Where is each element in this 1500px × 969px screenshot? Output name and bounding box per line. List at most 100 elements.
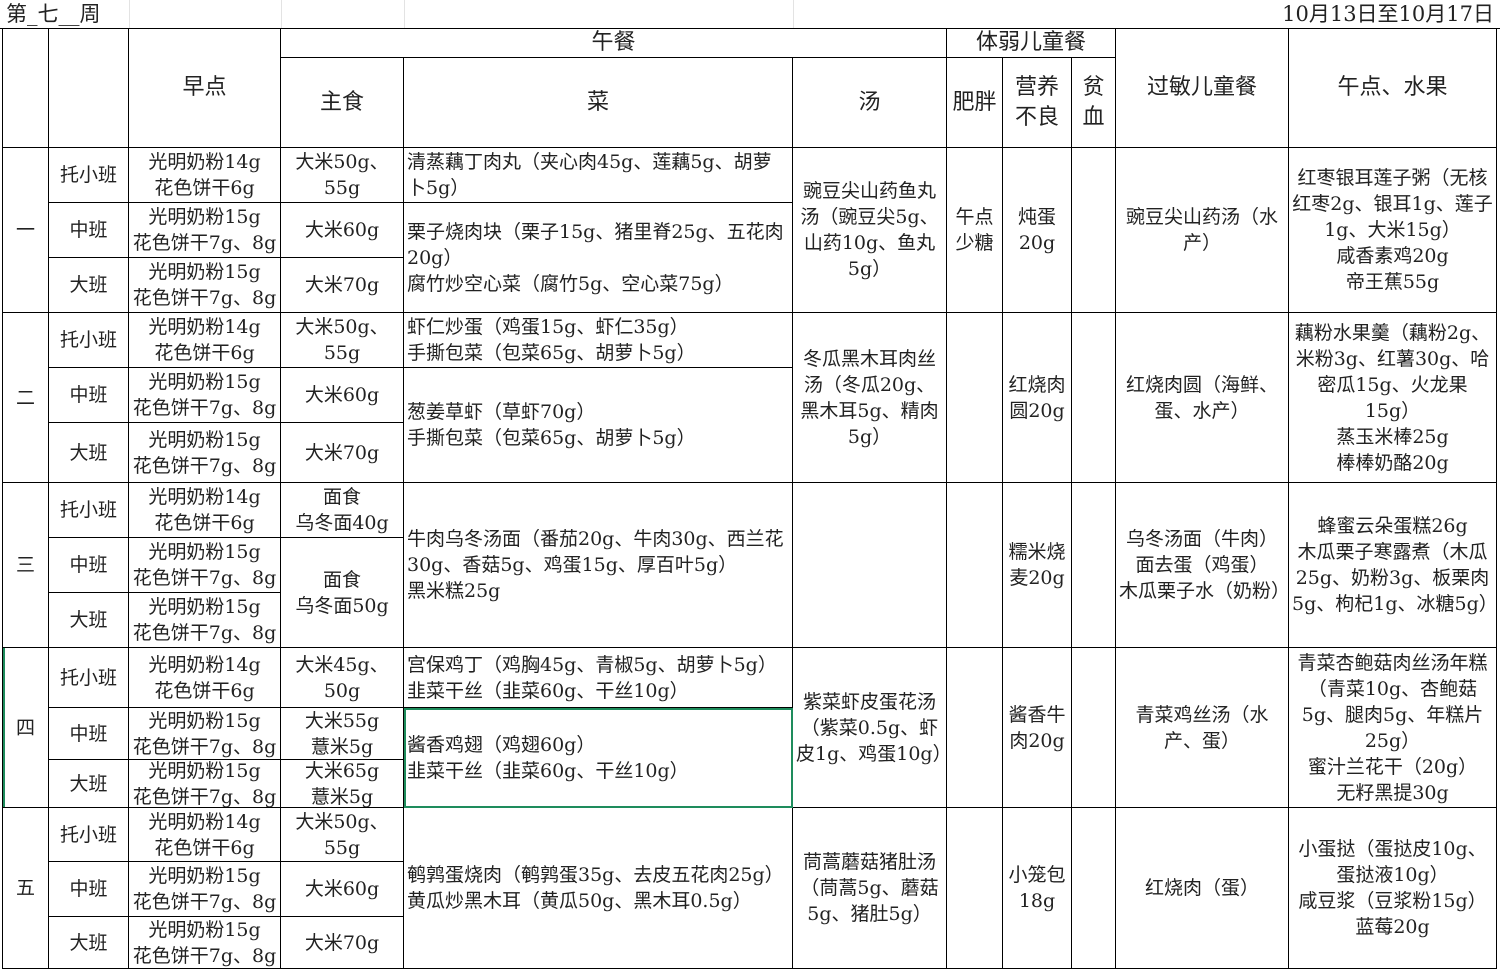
dish-cell[interactable]: 牛肉乌冬汤面（番茄20g、牛肉30g、西兰花30g、香菇5g、鸡蛋15g、厚百叶… <box>404 483 793 648</box>
snack-cell[interactable]: 红枣银耳莲子粥（无核红枣2g、银耳1g、莲子1g、大米15g） 咸香素鸡20g … <box>1289 148 1497 313</box>
obese-cell[interactable] <box>947 648 1003 808</box>
anemia-cell[interactable] <box>1072 148 1116 313</box>
soup-cell[interactable]: 豌豆尖山药鱼丸汤（豌豆尖5g、山药10g、鱼丸5g） <box>793 148 947 313</box>
allergy-header[interactable]: 过敏儿童餐 <box>1116 28 1289 148</box>
staple-cell[interactable]: 大米55g 薏米5g <box>281 708 404 760</box>
soup-header[interactable]: 汤 <box>793 58 947 148</box>
dish-cell[interactable]: 酱香鸡翅（鸡翅60g） 韭菜干丝（韭菜60g、干丝10g） <box>404 708 793 808</box>
malnutrition-cell[interactable]: 小笼包 18g <box>1003 808 1072 969</box>
class-column-header[interactable] <box>49 28 129 148</box>
staple-cell[interactable]: 大米50g、 55g <box>281 313 404 368</box>
staple-cell[interactable]: 大米65g 薏米5g <box>281 760 404 808</box>
anemia-cell[interactable] <box>1072 483 1116 648</box>
staple-cell[interactable]: 面食 乌冬面50g <box>281 538 404 648</box>
malnutrition-cell[interactable]: 红烧肉 圆20g <box>1003 313 1072 483</box>
breakfast-cell[interactable]: 光明奶粉15g 花色饼干7g、8g <box>129 538 281 593</box>
day-label[interactable]: 一 <box>2 148 49 313</box>
anemia-cell[interactable] <box>1072 808 1116 969</box>
staple-cell[interactable]: 大米60g <box>281 368 404 423</box>
breakfast-cell[interactable]: 光明奶粉15g 花色饼干7g、8g <box>129 203 281 258</box>
anemia-header[interactable]: 贫 血 <box>1072 58 1116 148</box>
soup-cell[interactable] <box>793 483 947 648</box>
class-name[interactable]: 中班 <box>49 708 129 760</box>
dish-cell[interactable]: 清蒸藕丁肉丸（夹心肉45g、莲藕5g、胡萝卜5g） <box>404 148 793 203</box>
staple-cell[interactable]: 大米60g <box>281 862 404 917</box>
soup-cell[interactable]: 茼蒿蘑菇猪肚汤（茼蒿5g、蘑菇5g、猪肚5g） <box>793 808 947 969</box>
snack-cell[interactable]: 藕粉水果羹（藕粉2g、米粉3g、红薯30g、哈密瓜15g、火龙果15g） 蒸玉米… <box>1289 313 1497 483</box>
snack-cell[interactable]: 青菜杏鲍菇肉丝汤年糕（青菜10g、杏鲍菇5g、腿肉5g、年糕片25g） 蜜汁兰花… <box>1289 648 1497 808</box>
dish-cell[interactable]: 鹌鹑蛋烧肉（鹌鹑蛋35g、去皮五花肉25g） 黄瓜炒黑木耳（黄瓜50g、黑木耳0… <box>404 808 793 969</box>
class-name[interactable]: 中班 <box>49 538 129 593</box>
staple-cell[interactable]: 大米70g <box>281 423 404 483</box>
malnutrition-cell[interactable]: 酱香牛 肉20g <box>1003 648 1072 808</box>
breakfast-cell[interactable]: 光明奶粉15g 花色饼干7g、8g <box>129 593 281 648</box>
staple-cell[interactable]: 大米45g、 50g <box>281 648 404 708</box>
class-name[interactable]: 中班 <box>49 368 129 423</box>
allergy-cell[interactable]: 乌冬汤面（牛肉） 面去蛋（鸡蛋） 木瓜栗子水（奶粉） <box>1116 483 1289 648</box>
allergy-cell[interactable]: 红烧肉（蛋） <box>1116 808 1289 969</box>
class-name[interactable]: 大班 <box>49 423 129 483</box>
malnutrition-cell[interactable]: 糯米烧 麦20g <box>1003 483 1072 648</box>
malnutrition-cell[interactable]: 炖蛋 20g <box>1003 148 1072 313</box>
class-name[interactable]: 托小班 <box>49 648 129 708</box>
class-name[interactable]: 中班 <box>49 203 129 258</box>
staple-cell[interactable]: 大米50g、 55g <box>281 148 404 203</box>
breakfast-cell[interactable]: 光明奶粉15g 花色饼干7g、8g <box>129 917 281 969</box>
breakfast-cell[interactable]: 光明奶粉14g 花色饼干6g <box>129 313 281 368</box>
dish-cell[interactable]: 虾仁炒蛋（鸡蛋15g、虾仁35g） 手撕包菜（包菜65g、胡萝卜5g） <box>404 313 793 368</box>
malnutrition-header[interactable]: 营养 不良 <box>1003 58 1072 148</box>
breakfast-cell[interactable]: 光明奶粉14g 花色饼干6g <box>129 148 281 203</box>
breakfast-cell[interactable]: 光明奶粉15g 花色饼干7g、8g <box>129 760 281 808</box>
day-column-header[interactable] <box>2 28 49 148</box>
day-label[interactable]: 五 <box>2 808 49 969</box>
soup-cell[interactable]: 紫菜虾皮蛋花汤（紫菜0.5g、虾皮1g、鸡蛋10g） <box>793 648 947 808</box>
staple-cell[interactable]: 大米70g <box>281 917 404 969</box>
class-name[interactable]: 大班 <box>49 760 129 808</box>
class-name[interactable]: 托小班 <box>49 483 129 538</box>
breakfast-header[interactable]: 早点 <box>129 28 281 148</box>
dish-cell[interactable]: 葱姜草虾（草虾70g） 手撕包菜（包菜65g、胡萝卜5g） <box>404 368 793 483</box>
anemia-cell[interactable] <box>1072 648 1116 808</box>
class-name[interactable]: 大班 <box>49 593 129 648</box>
class-name[interactable]: 大班 <box>49 258 129 313</box>
breakfast-cell[interactable]: 光明奶粉15g 花色饼干7g、8g <box>129 708 281 760</box>
class-name[interactable]: 中班 <box>49 862 129 917</box>
day-label[interactable]: 三 <box>2 483 49 648</box>
breakfast-cell[interactable]: 光明奶粉14g 花色饼干6g <box>129 808 281 862</box>
staple-cell[interactable]: 大米70g <box>281 258 404 313</box>
obese-cell[interactable]: 午点 少糖 <box>947 148 1003 313</box>
anemia-cell[interactable] <box>1072 313 1116 483</box>
breakfast-cell[interactable]: 光明奶粉15g 花色饼干7g、8g <box>129 368 281 423</box>
obese-header[interactable]: 肥胖 <box>947 58 1003 148</box>
date-range[interactable]: 10月13日至10月17日 <box>1282 2 1494 26</box>
obese-cell[interactable] <box>947 808 1003 969</box>
breakfast-cell[interactable]: 光明奶粉15g 花色饼干7g、8g <box>129 258 281 313</box>
allergy-cell[interactable]: 红烧肉圆（海鲜、蛋、水产） <box>1116 313 1289 483</box>
dish-cell[interactable]: 宫保鸡丁（鸡胸45g、青椒5g、胡萝卜5g） 韭菜干丝（韭菜60g、干丝10g） <box>404 648 793 708</box>
obese-cell[interactable] <box>947 483 1003 648</box>
obese-cell[interactable] <box>947 313 1003 483</box>
breakfast-cell[interactable]: 光明奶粉14g 花色饼干6g <box>129 648 281 708</box>
snack-cell[interactable]: 蜂蜜云朵蛋糕26g 木瓜栗子寒露煮（木瓜25g、奶粉3g、板栗肉5g、枸杞1g、… <box>1289 483 1497 648</box>
snack-fruit-header[interactable]: 午点、水果 <box>1289 28 1497 148</box>
class-name[interactable]: 大班 <box>49 917 129 969</box>
staple-cell[interactable]: 面食 乌冬面40g <box>281 483 404 538</box>
breakfast-cell[interactable]: 光明奶粉15g 花色饼干7g、8g <box>129 862 281 917</box>
breakfast-cell[interactable]: 光明奶粉14g 花色饼干6g <box>129 483 281 538</box>
staple-cell[interactable]: 大米60g <box>281 203 404 258</box>
day-label[interactable]: 二 <box>2 313 49 483</box>
day-label[interactable]: 四 <box>2 648 49 808</box>
dish-cell[interactable]: 栗子烧肉块（栗子15g、猪里脊25g、五花肉20g） 腐竹炒空心菜（腐竹5g、空… <box>404 203 793 313</box>
snack-cell[interactable]: 小蛋挞（蛋挞皮10g、蛋挞液10g） 咸豆浆（豆浆粉15g） 蓝莓20g <box>1289 808 1497 969</box>
soup-cell[interactable]: 冬瓜黑木耳肉丝汤（冬瓜20g、黑木耳5g、精肉5g） <box>793 313 947 483</box>
dish-header[interactable]: 菜 <box>404 58 793 148</box>
allergy-cell[interactable]: 青菜鸡丝汤（水产、蛋） <box>1116 648 1289 808</box>
class-name[interactable]: 托小班 <box>49 148 129 203</box>
class-name[interactable]: 托小班 <box>49 808 129 862</box>
week-label[interactable]: 第_七__周 <box>6 2 101 26</box>
weak-children-header[interactable]: 体弱儿童餐 <box>947 28 1116 58</box>
staple-cell[interactable]: 大米50g、 55g <box>281 808 404 862</box>
staple-header[interactable]: 主食 <box>281 58 404 148</box>
allergy-cell[interactable]: 豌豆尖山药汤（水产） <box>1116 148 1289 313</box>
class-name[interactable]: 托小班 <box>49 313 129 368</box>
